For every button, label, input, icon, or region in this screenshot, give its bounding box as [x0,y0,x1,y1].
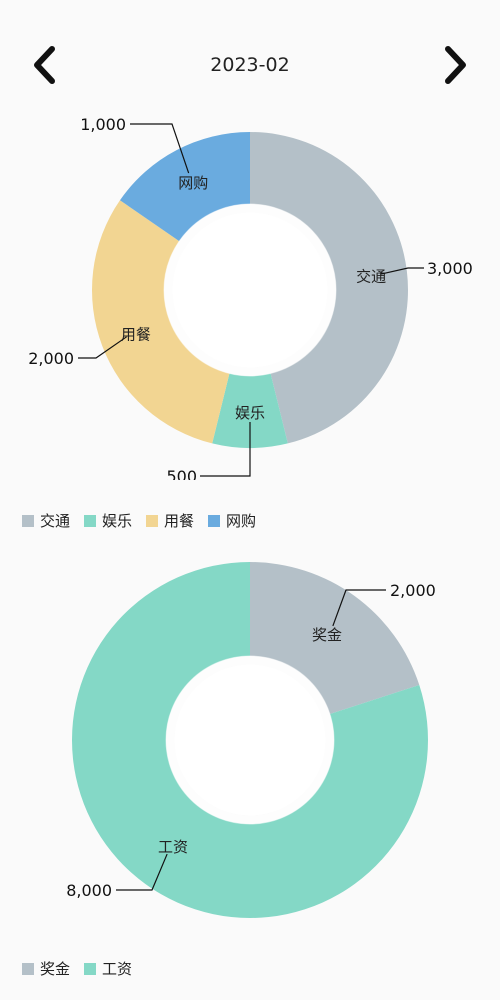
header: 2023-02 [0,0,500,130]
slice-label: 奖金 [312,626,342,644]
inner-ring [163,203,337,377]
legend-item[interactable]: 工资 [84,958,132,979]
slice-奖金[interactable] [250,562,420,715]
value-label: 3,000 [427,259,473,278]
leader-line [332,589,386,627]
income-donut-chart: 奖金 2,000 工资 8,000 [0,550,500,930]
legend-swatch [146,514,159,527]
next-month-button[interactable] [434,40,478,90]
leader-line [78,336,127,359]
legend-label: 交通 [40,512,71,530]
value-label: 1,000 [80,115,126,134]
legend-swatch [22,514,34,527]
slice-label: 网购 [178,174,208,192]
donut-hole [172,212,328,368]
slice-label: 交通 [356,267,386,285]
prev-month-button[interactable] [22,40,66,90]
value-label: 2,000 [390,581,436,600]
legend-item[interactable]: 用餐 [146,510,194,531]
legend-item[interactable]: 娱乐 [84,510,132,531]
slice-label: 用餐 [121,325,151,343]
chevron-right-icon [445,46,466,84]
slice-用餐[interactable] [91,200,230,444]
expense-donut-chart: 交通 3,000 娱乐 500 用餐 2,000 网购 1,000 [0,100,500,480]
month-label: 2023-02 [210,54,290,76]
legend-label: 网购 [226,512,257,530]
legend-label: 工资 [102,960,133,978]
legend-label: 娱乐 [102,512,133,530]
inner-ring [165,655,335,825]
legend-swatch [208,514,221,527]
slice-网购[interactable] [119,132,250,242]
slice-娱乐[interactable] [212,373,288,449]
income-donut-svg: 奖金 2,000 工资 8,000 [66,562,436,918]
legend-label: 用餐 [164,512,195,530]
chevron-left-icon [34,46,55,84]
slice-工资[interactable] [72,562,429,918]
legend-item[interactable]: 奖金 [22,958,70,979]
legend-label: 奖金 [40,960,71,978]
leader-line [130,123,190,174]
leader-line [116,853,168,891]
legend-swatch [84,514,97,527]
leader-line [380,267,424,275]
value-label: 500 [166,467,197,480]
slice-交通[interactable] [250,132,409,444]
donut-hole [174,664,326,816]
legend-item[interactable]: 交通 [22,510,70,531]
expense-legend: 交通 娱乐 用餐 网购 [22,510,256,531]
legend-swatch [84,962,97,975]
slice-label: 娱乐 [235,404,265,422]
income-legend: 奖金 工资 [22,958,132,979]
legend-item[interactable]: 网购 [208,510,256,531]
value-label: 2,000 [28,349,74,368]
value-label: 8,000 [66,881,112,900]
leader-line [200,422,251,477]
legend-swatch [22,962,34,975]
slice-label: 工资 [158,838,188,856]
expense-donut-svg: 交通 3,000 娱乐 500 用餐 2,000 网购 1,000 [28,115,473,480]
